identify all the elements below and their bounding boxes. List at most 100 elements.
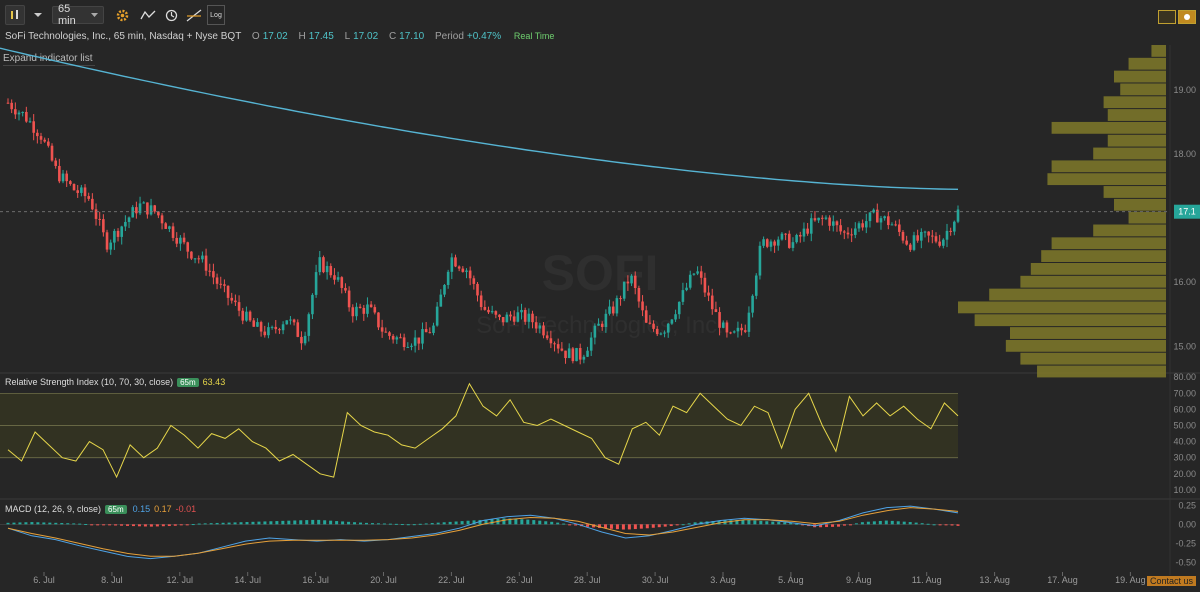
camera-button[interactable]	[1178, 10, 1196, 24]
macd-label: MACD (12, 26, 9, close)	[5, 504, 102, 514]
macd-histogram-bar	[926, 523, 930, 525]
macd-histogram-bar	[263, 521, 267, 525]
macd-histogram-bar	[359, 522, 363, 525]
macd-histogram-bar	[813, 524, 817, 528]
candle-body	[457, 266, 461, 269]
interval-label: 65 min	[58, 3, 76, 27]
candle-body	[380, 327, 384, 332]
volume-profile-bar	[1151, 45, 1166, 57]
candle-body	[953, 221, 956, 232]
candle-body	[6, 102, 10, 104]
macd-histogram-bar	[615, 524, 619, 530]
candle-body	[25, 111, 28, 122]
period-value: +0.47%	[466, 31, 502, 42]
macd-histogram-bar	[681, 524, 685, 526]
contact-us-button[interactable]: Contact us	[1146, 576, 1196, 586]
candle-body	[630, 275, 633, 284]
candle-body	[72, 184, 76, 191]
candle-body	[743, 330, 747, 332]
candle-body	[406, 346, 410, 348]
candle-body	[850, 234, 853, 236]
macd-histogram-bar	[269, 521, 273, 525]
macd-histogram-bar	[550, 521, 554, 525]
candle-body	[479, 295, 483, 308]
candle-body	[402, 337, 406, 347]
macd-histogram-bar	[950, 524, 954, 526]
macd-histogram-bar	[412, 524, 416, 526]
candle-body	[898, 224, 901, 232]
candle-body	[102, 219, 105, 233]
candle-body	[98, 218, 101, 220]
candle-body	[666, 323, 670, 333]
x-tick-label: 22. Jul	[438, 575, 465, 585]
candle-body	[369, 304, 373, 308]
interval-select[interactable]: 65 min	[52, 3, 104, 27]
settings-button[interactable]	[112, 6, 132, 24]
candle-body	[47, 141, 50, 146]
x-tick-label: 3. Aug	[710, 575, 736, 585]
candle-body	[692, 273, 696, 275]
clock-button[interactable]	[161, 6, 181, 24]
candle-body	[476, 283, 479, 296]
candle-body	[824, 217, 828, 219]
macd-histogram-bar	[406, 524, 410, 526]
candle-body	[212, 271, 215, 278]
drawing-button[interactable]	[184, 6, 204, 24]
candle-body	[703, 277, 707, 293]
candle-body	[208, 270, 212, 272]
log-scale-button[interactable]: Log	[207, 5, 225, 25]
candle-body	[179, 237, 182, 244]
indicators-button[interactable]	[138, 6, 158, 24]
macd-histogram-bar	[143, 524, 147, 527]
candle-body	[142, 202, 146, 204]
chart-type-dropdown[interactable]	[28, 6, 48, 24]
candle-body	[931, 235, 934, 237]
candle-body	[289, 319, 292, 321]
macd-histogram-bar	[197, 523, 201, 525]
macd-histogram-bar	[460, 521, 464, 525]
candle-body	[655, 328, 659, 335]
macd-histogram-bar	[72, 523, 76, 525]
panel-layout-button[interactable]	[1158, 10, 1176, 24]
macd-histogram-bar	[102, 524, 106, 526]
candle-body	[248, 311, 252, 321]
candle-body	[956, 209, 960, 222]
macd-histogram-bar	[36, 522, 40, 525]
macd-histogram-bar	[538, 520, 542, 525]
macd-histogram-bar	[932, 524, 936, 526]
x-tick-label: 19. Aug	[1115, 575, 1146, 585]
volume-profile-bar	[1093, 224, 1166, 237]
candle-body	[740, 327, 743, 331]
macd-histogram-bar	[12, 522, 16, 525]
rsi-y-tick: 10.00	[1173, 485, 1196, 495]
indicators-icon	[140, 10, 156, 20]
candle-body	[267, 327, 270, 336]
candle-body	[934, 236, 938, 242]
macd-histogram-bar	[765, 521, 769, 525]
candle-body	[219, 283, 223, 285]
macd-histogram-bar	[120, 524, 124, 526]
macd-histogram-bar	[209, 523, 213, 525]
candle-body	[556, 344, 560, 349]
candle-body	[769, 241, 773, 247]
candle-body	[80, 187, 83, 193]
macd-histogram-bar	[699, 521, 703, 525]
macd-histogram-bar	[633, 524, 637, 530]
candle-body	[157, 211, 160, 216]
expand-indicator-link[interactable]: Expand indicator list	[3, 53, 95, 66]
macd-histogram-bar	[819, 524, 823, 528]
macd-histogram-bar	[382, 523, 386, 525]
candle-body	[274, 326, 278, 330]
macd-histogram-bar	[281, 520, 285, 525]
bars-icon	[11, 10, 18, 19]
volume-profile-bar	[1051, 121, 1166, 134]
candle-body	[146, 202, 149, 215]
candle-body	[105, 232, 109, 250]
macd-histogram-bar	[161, 524, 165, 527]
candle-body	[65, 173, 68, 182]
candle-body	[798, 235, 802, 237]
realtime-badge: Real Time	[513, 31, 555, 41]
chart-type-button[interactable]	[5, 5, 25, 25]
macd-histogram-bar	[532, 520, 536, 525]
candle-body	[373, 307, 377, 313]
